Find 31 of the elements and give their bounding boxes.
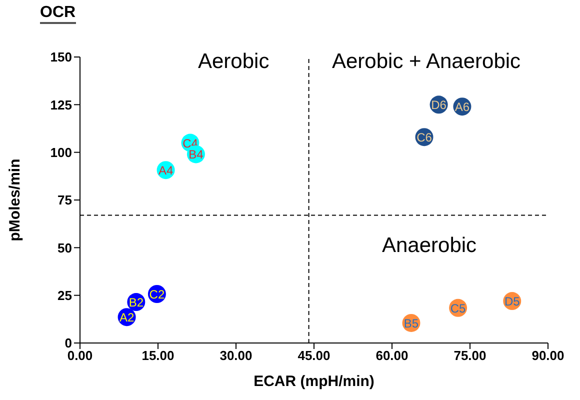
x-axis-title: ECAR (mpH/min)	[254, 373, 374, 390]
y-tick-label: 25	[58, 288, 72, 303]
data-label: B5	[404, 316, 419, 330]
y-tick-label: 150	[50, 50, 72, 65]
x-tick-label: 30.00	[220, 348, 252, 364]
x-tick-label: 45.00	[298, 348, 330, 364]
data-label: C2	[149, 288, 165, 302]
data-label: D6	[431, 98, 447, 112]
y-tick-label: 50	[58, 240, 72, 256]
data-label: A2	[119, 310, 134, 325]
y-tick-label: 0	[64, 336, 72, 351]
y-tick-label: 125	[50, 97, 72, 112]
y-axis-title: pMoles/min	[6, 158, 24, 242]
annotation: Aerobic + Anaerobic	[332, 50, 521, 74]
annotation: Aerobic	[198, 50, 270, 74]
x-tick-label: 90.00	[532, 348, 564, 364]
data-label: D5	[504, 294, 520, 309]
data-label: A6	[454, 100, 470, 114]
data-label: C6	[416, 130, 432, 145]
chart-title: OCR	[40, 4, 76, 24]
data-label: A4	[158, 164, 174, 178]
data-label: B2	[128, 296, 144, 310]
x-tick-label: 0.00	[67, 348, 93, 364]
y-tick-label: 100	[50, 144, 72, 160]
x-tick-label: 60.00	[376, 348, 408, 364]
x-tick-label: 75.00	[454, 348, 486, 364]
data-label: B4	[188, 148, 204, 162]
x-tick-label: 15.00	[142, 348, 174, 364]
data-label: C5	[450, 301, 466, 316]
annotation: Anaerobic	[382, 234, 477, 258]
y-tick-label: 75	[58, 192, 72, 208]
